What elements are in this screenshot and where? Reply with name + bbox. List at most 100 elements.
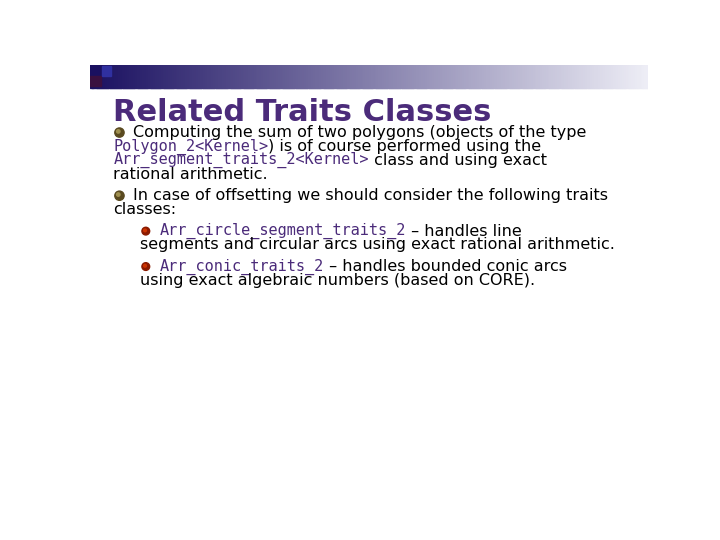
Bar bbox=[274, 65, 276, 88]
Bar bbox=[94, 65, 96, 88]
Text: Arr_circle_segment_traits_2: Arr_circle_segment_traits_2 bbox=[160, 223, 406, 239]
Text: Arr_conic_traits_2: Arr_conic_traits_2 bbox=[160, 259, 324, 275]
Circle shape bbox=[143, 229, 146, 232]
Bar bbox=[131, 65, 133, 88]
Bar bbox=[555, 65, 557, 88]
Bar bbox=[460, 65, 463, 88]
Bar bbox=[256, 65, 258, 88]
Bar bbox=[276, 65, 279, 88]
Bar bbox=[324, 65, 327, 88]
Bar bbox=[307, 65, 310, 88]
Bar bbox=[615, 65, 617, 88]
Bar bbox=[603, 65, 606, 88]
Bar bbox=[352, 65, 355, 88]
Bar bbox=[564, 65, 567, 88]
Circle shape bbox=[143, 265, 146, 267]
Bar bbox=[518, 65, 521, 88]
Bar bbox=[226, 65, 228, 88]
Bar bbox=[224, 65, 227, 88]
Bar bbox=[271, 65, 273, 88]
Bar bbox=[192, 65, 195, 88]
Bar bbox=[613, 65, 616, 88]
Bar bbox=[639, 65, 642, 88]
Bar bbox=[428, 65, 431, 88]
Text: Polygon_2<Kernel>: Polygon_2<Kernel> bbox=[113, 138, 269, 154]
Bar bbox=[258, 65, 260, 88]
Bar bbox=[438, 65, 441, 88]
Bar bbox=[246, 65, 249, 88]
Bar bbox=[150, 65, 152, 88]
Bar bbox=[112, 65, 115, 88]
Bar bbox=[196, 65, 199, 88]
Bar bbox=[629, 65, 632, 88]
Bar bbox=[575, 65, 578, 88]
Bar bbox=[421, 65, 423, 88]
Bar bbox=[185, 65, 187, 88]
Bar bbox=[199, 65, 202, 88]
Bar bbox=[285, 65, 288, 88]
Bar bbox=[572, 65, 575, 88]
Bar bbox=[96, 65, 98, 88]
Bar bbox=[596, 65, 598, 88]
Text: Arr_segment_traits_2<Kernel>: Arr_segment_traits_2<Kernel> bbox=[113, 152, 369, 168]
Bar bbox=[512, 65, 515, 88]
Bar bbox=[521, 65, 524, 88]
Bar bbox=[527, 65, 530, 88]
Bar bbox=[361, 65, 364, 88]
Bar bbox=[464, 65, 467, 88]
Bar bbox=[514, 65, 517, 88]
Bar bbox=[164, 65, 167, 88]
Bar bbox=[186, 65, 189, 88]
Bar bbox=[315, 65, 318, 88]
Bar bbox=[495, 65, 498, 88]
Bar bbox=[179, 65, 182, 88]
Bar bbox=[607, 65, 610, 88]
Bar bbox=[606, 65, 608, 88]
Bar bbox=[600, 65, 602, 88]
Bar bbox=[122, 65, 125, 88]
Bar bbox=[243, 65, 245, 88]
Bar bbox=[306, 65, 308, 88]
Bar bbox=[205, 65, 208, 88]
Bar bbox=[345, 65, 348, 88]
Bar bbox=[190, 65, 193, 88]
Bar bbox=[588, 65, 591, 88]
Bar bbox=[237, 65, 240, 88]
Bar bbox=[228, 65, 230, 88]
Circle shape bbox=[142, 262, 150, 271]
Bar bbox=[534, 65, 537, 88]
Text: class and using exact: class and using exact bbox=[369, 153, 546, 168]
Bar bbox=[631, 65, 634, 88]
Bar bbox=[176, 65, 178, 88]
Bar bbox=[415, 65, 418, 88]
Bar bbox=[501, 65, 504, 88]
Bar bbox=[297, 65, 299, 88]
Bar bbox=[618, 65, 621, 88]
Bar bbox=[616, 65, 619, 88]
Bar bbox=[546, 65, 549, 88]
Bar bbox=[369, 65, 372, 88]
Bar bbox=[333, 65, 336, 88]
Bar bbox=[137, 65, 139, 88]
Bar bbox=[311, 65, 314, 88]
Bar bbox=[454, 65, 457, 88]
Bar bbox=[289, 65, 292, 88]
Bar bbox=[533, 65, 535, 88]
Bar bbox=[499, 65, 502, 88]
Bar bbox=[230, 65, 232, 88]
Bar bbox=[479, 65, 482, 88]
Bar bbox=[590, 65, 593, 88]
Bar bbox=[343, 65, 346, 88]
Bar bbox=[507, 65, 509, 88]
Bar bbox=[644, 65, 647, 88]
Bar bbox=[441, 65, 444, 88]
Bar bbox=[90, 65, 101, 76]
Bar bbox=[338, 65, 340, 88]
Text: ) is of course performed using the: ) is of course performed using the bbox=[269, 139, 541, 154]
Bar bbox=[598, 65, 600, 88]
Bar bbox=[330, 65, 333, 88]
Bar bbox=[129, 65, 132, 88]
Bar bbox=[547, 65, 550, 88]
Bar bbox=[642, 65, 645, 88]
Bar bbox=[213, 65, 215, 88]
